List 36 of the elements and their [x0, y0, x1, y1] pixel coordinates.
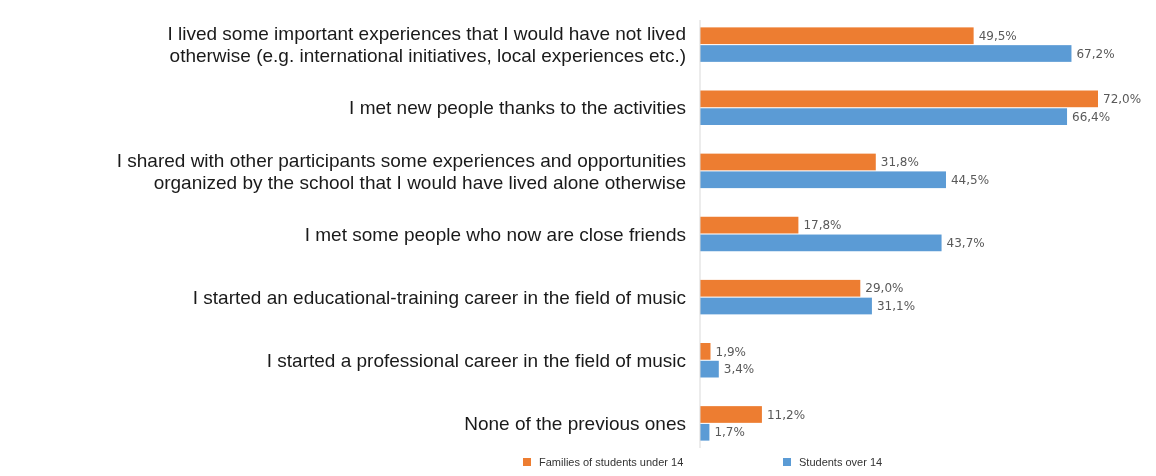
- data-label: 44,5%: [950, 172, 990, 187]
- y-tick-label: I started an educational-training career in the field of music: [192, 286, 686, 308]
- y-tick-label: I met new people thanks to the activities: [349, 97, 686, 119]
- bar: [700, 343, 711, 360]
- y-tick-label: I lived some important experiences that I would have not lived otherwise (e.g. international initiatives, local experiences etc.): [167, 23, 686, 67]
- data-label: 72,0%: [1103, 92, 1142, 107]
- data-label: 11,2%: [766, 407, 806, 422]
- bar: [700, 90, 1098, 108]
- bar: [700, 171, 946, 189]
- y-tick-label: I met some people who now are close friends: [304, 223, 686, 245]
- data-label: 1,7%: [714, 425, 745, 440]
- data-label: 29,0%: [865, 281, 904, 296]
- bar: [700, 360, 719, 378]
- legend-label: Students over 14: [799, 455, 883, 468]
- bar: [700, 45, 1072, 62]
- bar: [700, 153, 876, 171]
- data-label: 67,2%: [1076, 46, 1115, 61]
- y-tick-label: None of the previous ones: [464, 413, 686, 435]
- y-tick-label: I started a professional career in the field of music: [266, 349, 686, 371]
- data-label: 31,1%: [876, 299, 916, 314]
- bar: [700, 406, 762, 423]
- data-label: 43,7%: [946, 236, 985, 251]
- bar: [700, 297, 872, 315]
- bar: [700, 279, 861, 297]
- data-label: 31,8%: [880, 155, 919, 170]
- bar: [700, 108, 1068, 125]
- data-label: 17,8%: [803, 218, 842, 233]
- data-label: 49,5%: [978, 28, 1017, 43]
- bar: [700, 216, 799, 234]
- legend-label: Families of students under 14: [539, 455, 684, 468]
- bar: [700, 27, 974, 45]
- y-tick-label: I shared with other participants some experiences and opportunities organized by the school that I would have lived alone otherwise: [116, 149, 686, 193]
- bar: [700, 234, 942, 252]
- data-label: 1,9%: [715, 344, 746, 359]
- data-label: 66,4%: [1072, 109, 1111, 124]
- data-label: 3,4%: [723, 362, 755, 377]
